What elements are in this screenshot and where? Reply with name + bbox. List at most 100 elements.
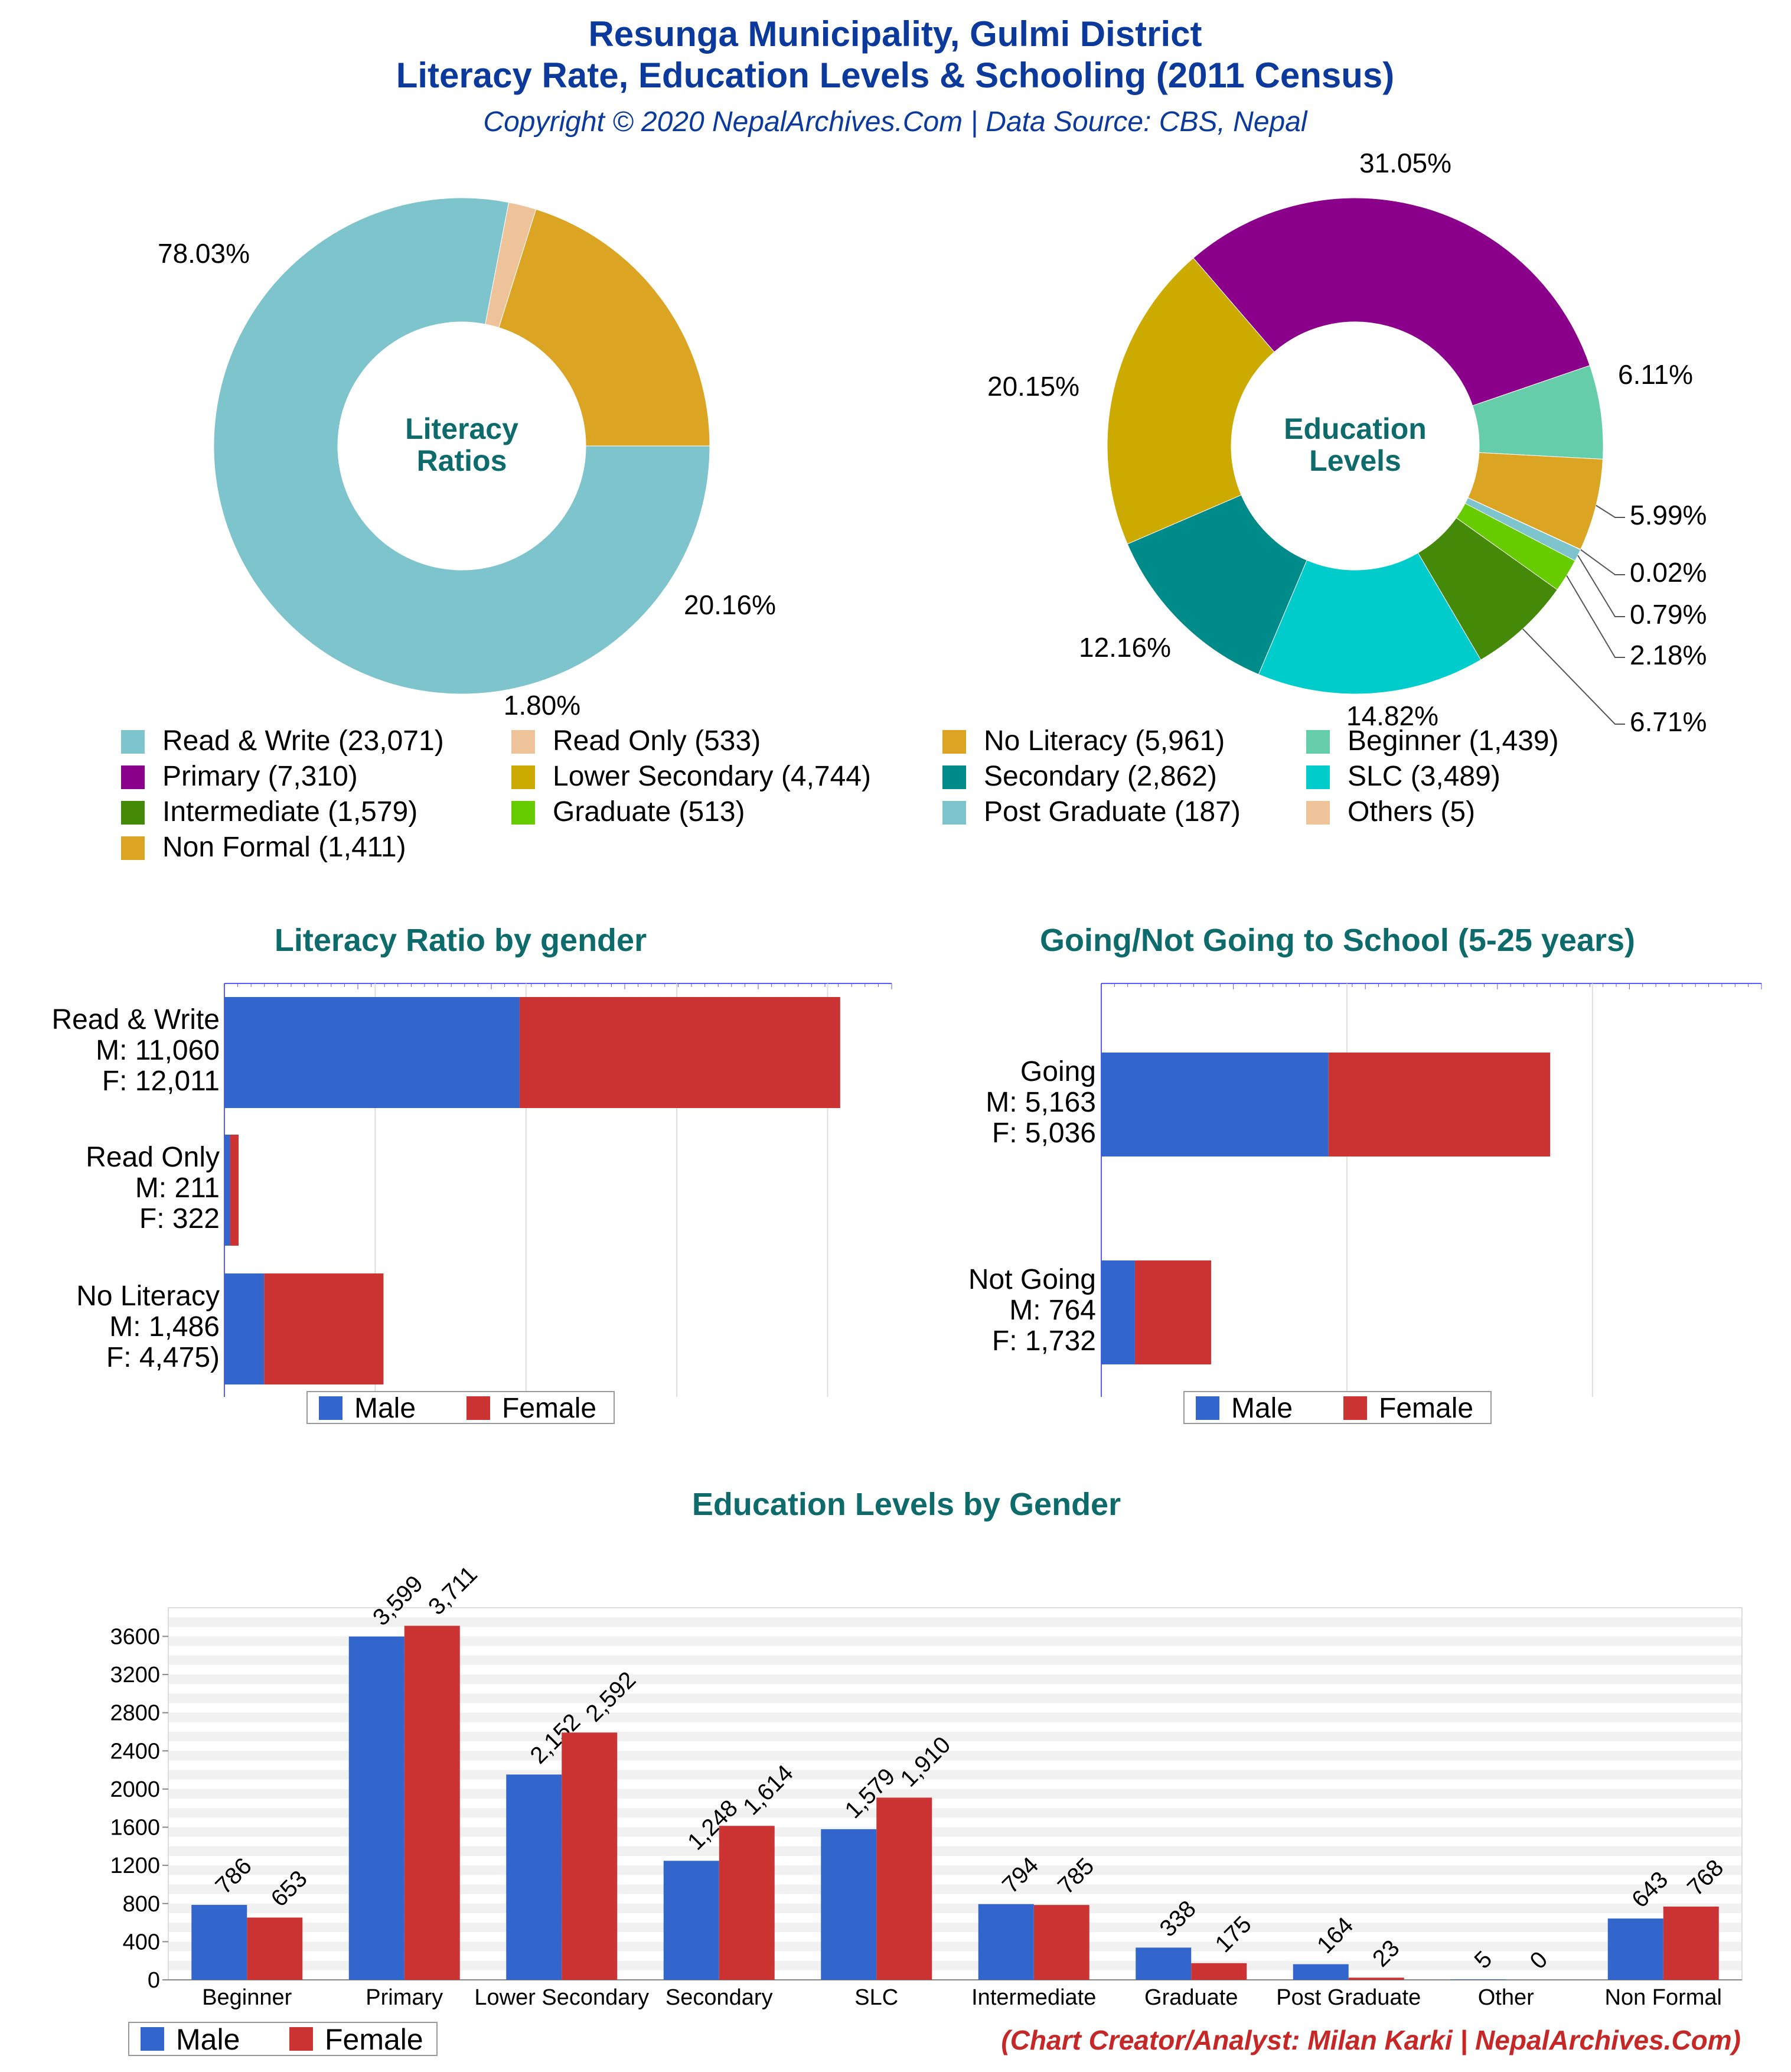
legend-swatch [511,801,535,825]
donut-slice-secondary [1127,494,1307,675]
donut-slice-read-write [213,197,710,695]
bar-male [1101,1260,1135,1364]
category-label: M: 5,163 [986,1087,1096,1118]
legend-swatch [942,801,966,825]
legend-label-male: Male [176,2023,240,2056]
y-tick-label: 1600 [110,1816,160,1840]
legend-swatch-female [1343,1396,1367,1420]
chart-title: Literacy Ratio by gender [275,923,647,958]
education-donut-chart: 6.11% 5.99% 0.02% 0.79% 2.18% 6.71% 14.82% 12.1… [987,148,1707,737]
legend-swatch [121,801,145,825]
x-tick-label: Lower Secondary [474,1985,649,2010]
x-tick-label: Primary [366,1985,443,2010]
bar-male [1136,1947,1192,1980]
category-label: Not Going [968,1264,1096,1295]
legend-swatch [121,765,145,789]
category-label: No Literacy [76,1281,220,1312]
x-tick-label: Non Formal [1605,1985,1723,2010]
category-label: M: 764 [1009,1295,1096,1326]
y-tick-label: 2800 [110,1701,160,1726]
bar-male [1101,1053,1329,1156]
bar-female [1134,1260,1212,1364]
slice-pct-label: 31.05% [1359,148,1451,178]
donut-slice-lower-secondary [1107,258,1275,545]
bar-female [876,1797,932,1980]
bar-male [978,1904,1034,1980]
legend-label: SLC (3,489) [1348,761,1500,792]
legend-swatch-male [1196,1396,1219,1420]
slice-pct-label: 14.82% [1346,701,1438,731]
bar-female [230,1135,239,1246]
legend-label: Graduate (513) [553,796,745,828]
donut-center-label: Levels [1309,444,1401,477]
slice-pct-label: 0.02% [1630,557,1707,588]
legend-swatch-male [141,2027,164,2051]
donut-slice-no-literacy [498,208,710,447]
y-tick-label: 2000 [110,1777,160,1802]
donut-center-label: Ratios [417,444,507,477]
legend-swatch [511,730,535,754]
category-label: F: 322 [139,1203,220,1234]
slice-pct-label: 2.18% [1630,640,1707,670]
bar-male [224,1273,265,1384]
legend-label: Others (5) [1348,796,1475,828]
data-label: 164 [1312,1913,1358,1959]
bar-female [562,1732,618,1980]
legend-label-female: Female [1379,1393,1473,1424]
x-tick-label: Secondary [665,1985,773,2010]
bar-male [348,1636,404,1980]
category-label: F: 1,732 [992,1325,1096,1357]
legend-label: No Literacy (5,961) [984,725,1225,757]
category-label: M: 11,060 [96,1035,220,1066]
credit-text: (Chart Creator/Analyst: Milan Karki | Ne… [1001,2025,1741,2055]
legend-swatch [1306,801,1330,825]
bar-male [224,1135,230,1246]
bar-male [1293,1964,1349,1980]
page-title-line1: Resunga Municipality, Gulmi District [588,14,1202,54]
chart-title: Education Levels by Gender [692,1487,1121,1522]
legend-swatch [942,765,966,789]
bar-male [821,1829,877,1980]
bar-male [663,1861,719,1980]
grid-band [168,1655,1742,1665]
legend-label: Non Formal (1,411) [162,832,406,863]
legend-label: Intermediate (1,579) [162,796,417,828]
legend-swatch [511,765,535,789]
category-label: M: 1,486 [109,1311,220,1343]
bar-female [1663,1906,1719,1980]
bar-female [719,1826,775,1980]
bar-female [1191,1963,1247,1980]
y-tick-label: 1200 [110,1853,160,1878]
category-label: F: 12,011 [102,1066,220,1097]
bar-female [247,1917,303,1980]
slice-pct-label: 6.71% [1630,706,1707,737]
leader-line [1522,628,1625,725]
legend-label: Read Only (533) [553,725,761,757]
legend-label: Read & Write (23,071) [162,725,444,757]
x-tick-label: Intermediate [971,1985,1096,2010]
legend-swatch [1306,730,1330,754]
data-label: 338 [1155,1895,1201,1941]
slice-pct-label: 78.03% [158,238,250,269]
legend-box [306,1391,615,1424]
copyright-text: Copyright © 2020 NepalArchives.Com | Dat… [483,106,1307,138]
legend-box [1183,1391,1492,1424]
slice-pct-label: 5.99% [1630,500,1707,530]
slice-pct-label: 12.16% [1079,632,1171,663]
category-label: M: 211 [135,1172,220,1204]
category-label: Read Only [86,1142,220,1173]
legend-label: Lower Secondary (4,744) [553,761,871,792]
category-label: Going [1020,1056,1096,1087]
legend-label: Beginner (1,439) [1348,725,1559,757]
donut-legend: Read & Write (23,071) Read Only (533) No L… [121,725,1559,863]
leader-line [1577,555,1625,617]
bar-male [1450,1979,1506,1980]
slice-pct-label: 20.15% [987,371,1079,402]
education-gender-chart: Education Levels by Gender 0 400 800 1200 160… [110,1487,1743,2056]
bar-female [1033,1905,1089,1980]
legend-label-female: Female [502,1393,596,1424]
bar-female [404,1625,460,1980]
donut-slice-slc [1258,552,1482,695]
legend-box [128,2022,438,2056]
